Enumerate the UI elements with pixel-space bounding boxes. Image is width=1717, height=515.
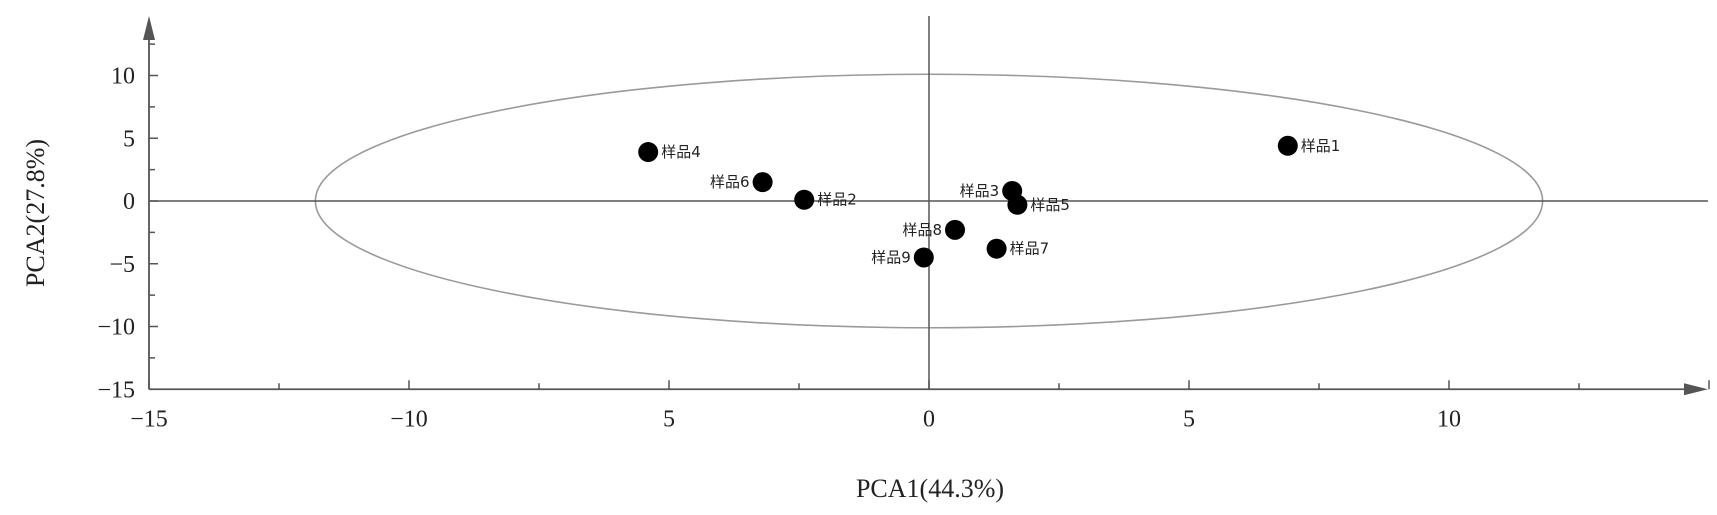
point-label: 样品2	[817, 191, 857, 209]
x-tick-label: −10	[390, 406, 428, 432]
x-tick-label: 5	[1183, 406, 1195, 432]
point-label: 样品3	[960, 182, 1000, 200]
y-tick-label: −5	[109, 252, 135, 278]
data-point	[638, 142, 659, 163]
x-tick-label: 10	[1437, 406, 1461, 432]
data-point	[986, 238, 1007, 259]
y-tick-label: 10	[111, 64, 135, 90]
y-tick-label: −10	[97, 315, 135, 341]
y-axis-title: PCA2(27.8%)	[21, 139, 50, 287]
point-label: 样品5	[1030, 196, 1070, 214]
data-point	[1277, 135, 1298, 156]
point-label: 样品7	[1010, 240, 1050, 258]
x-tick-label: 0	[923, 406, 935, 432]
data-point	[913, 247, 934, 268]
data-point	[752, 172, 773, 193]
point-label: 样品4	[661, 143, 701, 161]
data-point	[945, 219, 965, 240]
y-tick-label: 5	[123, 126, 135, 152]
data-point	[1007, 194, 1028, 215]
y-axis-arrow-icon	[143, 16, 155, 40]
axes-layer	[143, 16, 1708, 396]
points-layer: 样品1 样品2 样品3 样品4 样品5 样品6 样品7 样品8 样品9	[638, 135, 1341, 268]
x-tick-label: −15	[130, 406, 168, 432]
point-label: 样品8	[902, 221, 942, 239]
y-tick-label: −15	[97, 377, 135, 403]
y-tick-label: 0	[123, 189, 135, 215]
x-axis-arrow-icon	[1684, 383, 1708, 396]
x-tick-label: 5	[663, 406, 675, 432]
data-point	[794, 189, 815, 210]
point-label: 样品9	[871, 248, 911, 266]
tick-layer: −15 −10 5 0 5 10 −15 −10 −5 0 5 10	[97, 43, 1710, 432]
point-label: 样品1	[1301, 137, 1341, 155]
x-axis-title: PCA1(44.3%)	[856, 474, 1004, 503]
point-label: 样品6	[710, 173, 750, 191]
